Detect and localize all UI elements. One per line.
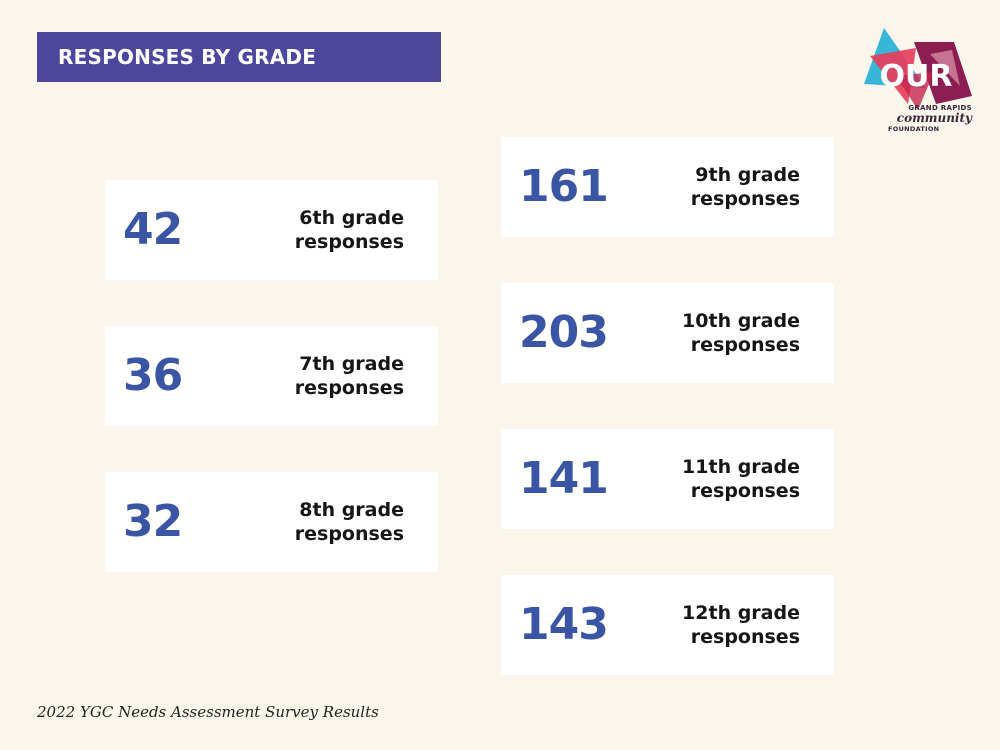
card-label-line-1: 10th grade (682, 310, 800, 332)
card-label: 7th grade responses (254, 352, 404, 400)
card-8th-grade: 32 8th grade responses (105, 472, 438, 572)
footer-caption: 2022 YGC Needs Assessment Survey Results (37, 703, 379, 721)
card-label-line-2: responses (690, 188, 800, 210)
card-value: 32 (123, 496, 183, 547)
logo-line-1: GRAND RAPIDS (908, 104, 972, 112)
card-value: 36 (123, 350, 183, 401)
logo-line-3: FOUNDATION (888, 125, 940, 133)
card-value: 161 (519, 161, 609, 212)
card-label-line-2: responses (690, 334, 800, 356)
page-title: RESPONSES BY GRADE (58, 45, 317, 69)
card-value: 141 (519, 453, 609, 504)
card-label: 11th grade responses (650, 455, 800, 503)
card-10th-grade: 203 10th grade responses (501, 283, 834, 383)
card-value: 203 (519, 307, 609, 358)
card-label-line-2: responses (294, 231, 404, 253)
card-label: 12th grade responses (650, 601, 800, 649)
card-label: 9th grade responses (650, 163, 800, 211)
logo-mark-text: OUR (880, 59, 953, 94)
card-6th-grade: 42 6th grade responses (105, 180, 438, 280)
card-value: 42 (123, 204, 183, 255)
card-label-line-1: 6th grade (299, 207, 404, 229)
card-label-line-2: responses (690, 626, 800, 648)
card-label-line-1: 9th grade (695, 164, 800, 186)
card-label-line-1: 12th grade (682, 602, 800, 624)
logo-line-2: community (896, 111, 972, 125)
card-label-line-2: responses (294, 377, 404, 399)
card-label-line-1: 11th grade (682, 456, 800, 478)
card-label: 8th grade responses (254, 498, 404, 546)
card-label: 10th grade responses (650, 309, 800, 357)
card-12th-grade: 143 12th grade responses (501, 575, 834, 675)
page-title-bar: RESPONSES BY GRADE (37, 32, 441, 82)
card-label-line-1: 7th grade (299, 353, 404, 375)
logo-wordmark: GRAND RAPIDS community FOUNDATION (884, 104, 972, 133)
card-label-line-2: responses (690, 480, 800, 502)
card-9th-grade: 161 9th grade responses (501, 137, 834, 237)
card-label: 6th grade responses (254, 206, 404, 254)
card-label-line-1: 8th grade (299, 499, 404, 521)
card-7th-grade: 36 7th grade responses (105, 326, 438, 426)
card-label-line-2: responses (294, 523, 404, 545)
card-value: 143 (519, 599, 609, 650)
card-11th-grade: 141 11th grade responses (501, 429, 834, 529)
our-logo-icon: OUR (864, 28, 972, 110)
